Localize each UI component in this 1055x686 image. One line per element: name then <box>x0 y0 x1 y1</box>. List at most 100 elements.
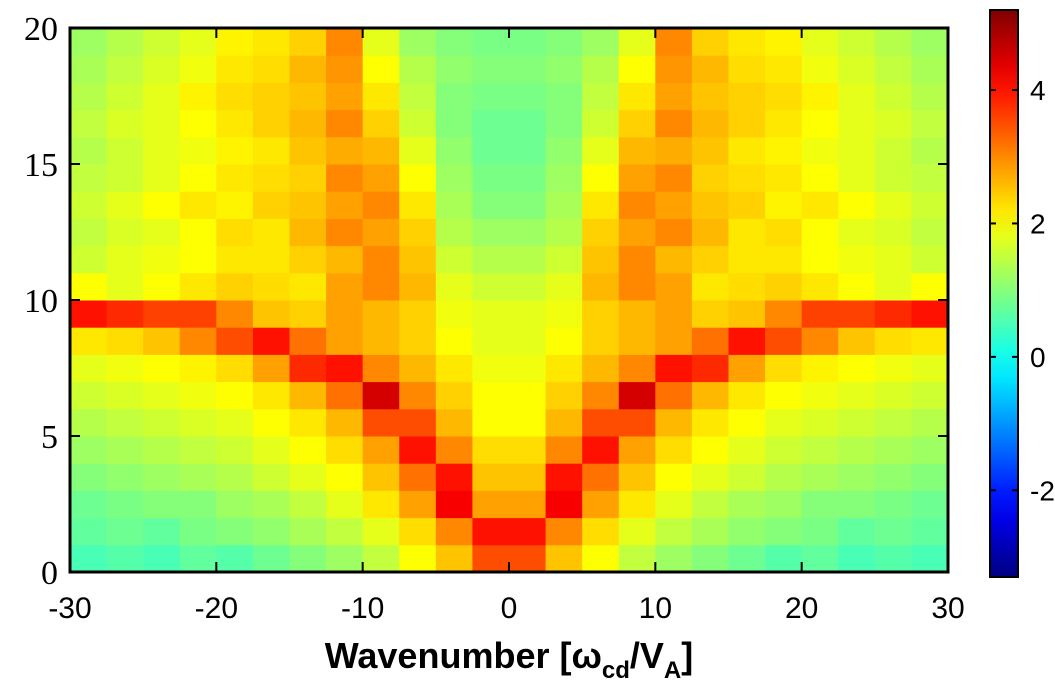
heatmap-cell <box>106 136 144 165</box>
heatmap-cell <box>874 490 912 519</box>
heatmap-cell <box>838 55 876 83</box>
heatmap-cell <box>179 463 217 491</box>
heatmap-cell <box>874 517 912 546</box>
heatmap-cell <box>582 28 620 56</box>
heatmap-cell <box>691 490 729 519</box>
x-label-text: Wavenumber [ω <box>325 635 602 676</box>
heatmap-cell <box>801 245 839 274</box>
heatmap-cell <box>765 436 803 464</box>
heatmap-cell <box>509 490 547 519</box>
heatmap-cell <box>801 517 839 546</box>
heatmap-cell <box>289 463 327 491</box>
heatmap-cell <box>106 408 144 437</box>
heatmap-cell <box>874 245 912 274</box>
heatmap-cell <box>545 164 583 192</box>
heatmap-cell <box>911 55 949 83</box>
x-label-subscript: cd <box>602 657 630 684</box>
heatmap-cell <box>874 544 912 573</box>
heatmap-cell <box>691 272 729 301</box>
heatmap-cell <box>399 55 437 83</box>
heatmap-cell <box>399 82 437 111</box>
heatmap-cell <box>252 164 290 192</box>
heatmap-cell <box>252 408 290 437</box>
heatmap-cell <box>362 245 400 274</box>
heatmap-cell <box>765 463 803 491</box>
heatmap-cell <box>399 490 437 519</box>
heatmap-cell <box>801 490 839 519</box>
heatmap-cell <box>362 218 400 247</box>
x-tick-label: 0 <box>501 592 518 625</box>
heatmap-cell <box>106 381 144 410</box>
heatmap-cell <box>874 327 912 355</box>
heatmap-cell <box>289 164 327 192</box>
heatmap-cell <box>691 55 729 83</box>
heatmap-cell <box>765 109 803 138</box>
heatmap-cell <box>179 109 217 138</box>
heatmap-cell <box>435 490 473 519</box>
heatmap-cell <box>874 191 912 219</box>
heatmap-cell <box>216 544 254 573</box>
heatmap-cell <box>691 381 729 410</box>
heatmap-cell <box>874 218 912 247</box>
heatmap-cell <box>509 436 547 464</box>
heatmap-cell <box>216 272 254 301</box>
heatmap-cell <box>179 544 217 573</box>
x-tick-label: -20 <box>195 592 238 625</box>
heatmap-cell <box>143 218 181 247</box>
heatmap-cell <box>728 327 766 355</box>
heatmap-cell <box>618 300 656 328</box>
heatmap-cell <box>728 517 766 546</box>
heatmap-cell <box>728 109 766 138</box>
heatmap-cell <box>545 327 583 355</box>
heatmap-cell <box>472 381 510 410</box>
heatmap-cell <box>874 82 912 111</box>
colorbar-tick-label: 2 <box>1030 208 1046 239</box>
heatmap-cell <box>399 272 437 301</box>
heatmap-cell <box>691 191 729 219</box>
heatmap-cell <box>252 218 290 247</box>
heatmap-cell <box>838 82 876 111</box>
heatmap-cell <box>582 136 620 165</box>
heatmap-cell <box>801 436 839 464</box>
heatmap-cell <box>655 191 693 219</box>
heatmap-cell <box>252 517 290 546</box>
heatmap-cell <box>70 82 108 111</box>
heatmap-cell <box>618 109 656 138</box>
heatmap-cell <box>801 544 839 573</box>
heatmap-cell <box>838 381 876 410</box>
heatmap-cell <box>691 300 729 328</box>
heatmap-cell <box>179 327 217 355</box>
heatmap-cell <box>728 28 766 56</box>
heatmap-cell <box>509 463 547 491</box>
heatmap-cell <box>143 300 181 328</box>
heatmap-cell <box>874 354 912 383</box>
heatmap-cell <box>362 354 400 383</box>
heatmap-cell <box>289 272 327 301</box>
heatmap-cell <box>728 55 766 83</box>
y-tick-label: 5 <box>41 419 58 456</box>
x-label-subscript: A <box>664 657 681 684</box>
heatmap-cell <box>728 191 766 219</box>
heatmap-cell <box>655 381 693 410</box>
heatmap-cell <box>70 218 108 247</box>
heatmap-cell <box>765 164 803 192</box>
heatmap-cell <box>143 109 181 138</box>
heatmap-cell <box>106 82 144 111</box>
heatmap-cell <box>326 191 364 219</box>
heatmap-cell <box>435 164 473 192</box>
heatmap-cell <box>143 517 181 546</box>
heatmap-cell <box>911 327 949 355</box>
heatmap-cell <box>326 354 364 383</box>
heatmap-cell <box>838 463 876 491</box>
heatmap-cell <box>911 490 949 519</box>
heatmap-cell <box>435 381 473 410</box>
heatmap-cell <box>801 327 839 355</box>
heatmap-cell <box>911 408 949 437</box>
heatmap-cell <box>728 245 766 274</box>
heatmap-cell <box>545 436 583 464</box>
heatmap-cell <box>509 408 547 437</box>
heatmap-cell <box>252 381 290 410</box>
heatmap-cell <box>106 327 144 355</box>
heatmap-cell <box>143 436 181 464</box>
heatmap-cell <box>765 218 803 247</box>
